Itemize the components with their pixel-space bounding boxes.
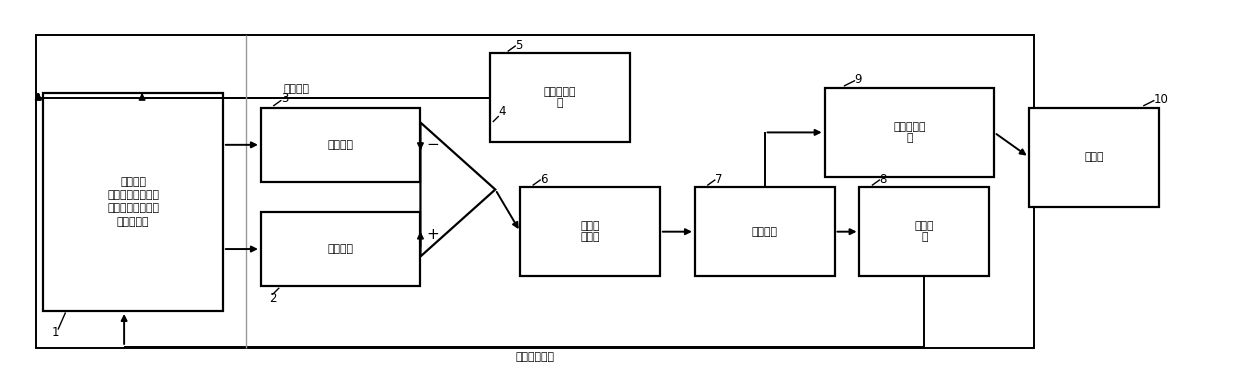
Text: 正交反馈控制: 正交反馈控制	[516, 352, 554, 362]
Bar	[490, 53, 630, 143]
Text: 光电转换: 光电转换	[327, 244, 353, 254]
Text: 5: 5	[516, 38, 522, 52]
Bar	[36, 35, 1034, 348]
Text: 6: 6	[541, 173, 548, 185]
Text: 1: 1	[51, 326, 58, 339]
Text: 反馈输
出: 反馈输 出	[915, 221, 934, 242]
Text: 9: 9	[854, 73, 862, 86]
Bar	[825, 88, 994, 177]
Text: 8: 8	[879, 173, 887, 185]
Bar	[43, 93, 223, 311]
Bar	[694, 187, 835, 276]
Text: 10: 10	[1153, 93, 1168, 106]
Text: 磁场强度输
出: 磁场强度输 出	[893, 122, 925, 143]
Text: 光电转换: 光电转换	[327, 140, 353, 150]
Text: 锁定放
大电路: 锁定放 大电路	[580, 221, 600, 242]
Bar	[260, 212, 420, 286]
Text: 2: 2	[269, 292, 277, 305]
Text: 7: 7	[714, 173, 722, 185]
Text: 调制磁场: 调制磁场	[283, 84, 309, 94]
Text: −: −	[427, 137, 439, 152]
Bar	[1029, 107, 1159, 207]
Text: 传感探头
（光路部分：包括
激光器、传感臂、
参考臂等）: 传感探头 （光路部分：包括 激光器、传感臂、 参考臂等）	[107, 177, 159, 227]
Text: 4: 4	[498, 104, 506, 118]
Text: 信号发生电
路: 信号发生电 路	[544, 87, 577, 109]
Text: 信号处理: 信号处理	[751, 227, 777, 237]
Bar	[521, 187, 660, 276]
Bar	[260, 107, 420, 182]
Text: 3: 3	[280, 92, 288, 105]
Text: 上位机: 上位机	[1084, 152, 1104, 162]
Text: +: +	[427, 227, 439, 242]
Bar	[859, 187, 990, 276]
